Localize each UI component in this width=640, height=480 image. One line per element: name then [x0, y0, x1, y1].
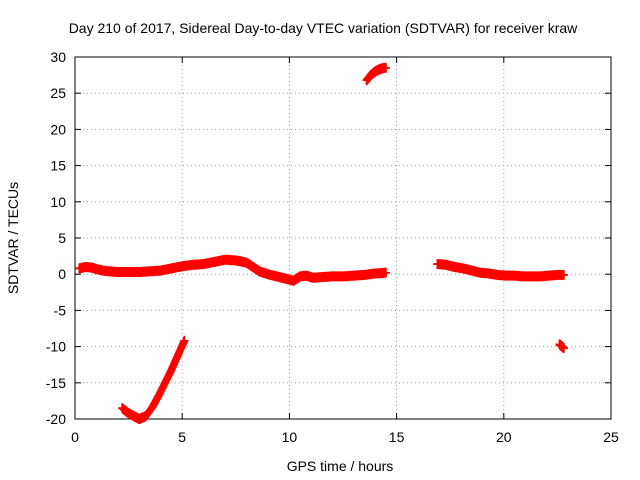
data-point	[167, 264, 176, 273]
data-point	[105, 267, 114, 276]
x-tick-label: 10	[282, 429, 298, 445]
data-point	[441, 260, 450, 269]
data-point	[476, 268, 485, 277]
x-tick-label: 15	[389, 429, 405, 445]
y-tick-label: -15	[46, 375, 66, 391]
data-point	[317, 273, 326, 282]
data-point	[146, 267, 155, 276]
data-series	[75, 62, 568, 424]
data-point	[135, 415, 144, 423]
data-point	[161, 378, 170, 387]
data-point	[360, 270, 369, 279]
x-tick-labels: 0 5 10 15 20 25	[71, 429, 619, 445]
data-point	[493, 270, 502, 279]
y-tick-label: 5	[58, 230, 66, 246]
data-point	[167, 365, 176, 374]
data-point	[75, 264, 84, 273]
data-point	[173, 351, 182, 360]
chart-title: Day 210 of 2017, Sidereal Day-to-day VTE…	[69, 20, 578, 36]
y-tick-label: 20	[50, 121, 66, 137]
x-tick-label: 5	[178, 429, 186, 445]
data-point	[141, 412, 150, 421]
data-point	[231, 256, 240, 265]
data-point	[349, 271, 358, 280]
data-point	[450, 262, 459, 271]
data-point	[536, 272, 545, 281]
data-point	[459, 264, 468, 273]
data-point	[433, 260, 442, 269]
data-point	[281, 274, 290, 283]
series-dip-arc	[118, 335, 189, 424]
x-tick-label: 25	[603, 429, 619, 445]
tick-marks	[74, 56, 612, 420]
data-point	[519, 272, 528, 281]
data-point	[210, 257, 219, 266]
y-tick-label: 25	[50, 85, 66, 101]
data-point	[148, 403, 157, 412]
data-point	[510, 271, 519, 280]
data-point	[484, 269, 493, 278]
x-tick-label: 0	[71, 429, 79, 445]
data-point	[135, 268, 144, 277]
data-point	[242, 258, 251, 267]
y-tick-label: -20	[46, 411, 66, 427]
data-point	[124, 268, 133, 277]
series-late-fragment	[555, 339, 568, 353]
data-point	[544, 271, 553, 280]
data-point	[248, 262, 257, 271]
data-point	[559, 344, 568, 353]
data-point	[527, 272, 536, 281]
grid-lines	[75, 57, 611, 419]
data-point	[199, 260, 208, 269]
x-tick-label: 20	[496, 429, 512, 445]
series-evening-track	[433, 259, 568, 282]
data-point	[371, 67, 380, 76]
y-tick-labels: -20 -15 -10 -5 0 5 10 15 20 25 30	[46, 49, 66, 427]
data-point	[263, 270, 272, 279]
series-band	[75, 254, 390, 286]
y-tick-label: -10	[46, 339, 66, 355]
data-point	[255, 267, 264, 276]
data-point	[156, 266, 165, 275]
data-point	[188, 260, 197, 269]
y-tick-label: -5	[54, 302, 67, 318]
data-point	[113, 268, 122, 277]
data-point	[308, 273, 317, 282]
series-band	[433, 259, 568, 282]
data-point	[154, 391, 163, 400]
data-point	[555, 340, 564, 349]
data-point	[272, 272, 281, 281]
series-band	[555, 339, 568, 353]
data-point	[339, 272, 347, 281]
data-point	[88, 263, 97, 272]
data-point	[381, 63, 390, 72]
data-point	[289, 276, 298, 285]
y-axis-label: SDTVAR / TECUs	[5, 182, 21, 294]
data-point	[328, 272, 337, 281]
data-point	[501, 271, 510, 280]
data-point	[118, 404, 127, 413]
series-high-arc	[362, 62, 390, 86]
data-point	[366, 71, 375, 80]
data-point	[371, 269, 380, 278]
data-point	[362, 76, 371, 85]
data-point	[131, 412, 140, 421]
data-point	[467, 266, 476, 275]
data-point	[559, 270, 568, 279]
data-point	[124, 409, 133, 418]
data-point	[375, 65, 384, 74]
data-point	[221, 255, 230, 264]
x-axis-label: GPS time / hours	[287, 458, 394, 474]
data-point	[92, 265, 101, 274]
data-point	[381, 268, 390, 277]
data-point	[178, 262, 187, 271]
series-main-track	[75, 254, 390, 286]
y-tick-label: 15	[50, 158, 66, 174]
y-tick-label: 30	[50, 49, 66, 65]
data-point	[180, 336, 189, 345]
data-point	[302, 271, 311, 280]
y-tick-label: 10	[50, 194, 66, 210]
y-tick-label: 0	[58, 266, 66, 282]
